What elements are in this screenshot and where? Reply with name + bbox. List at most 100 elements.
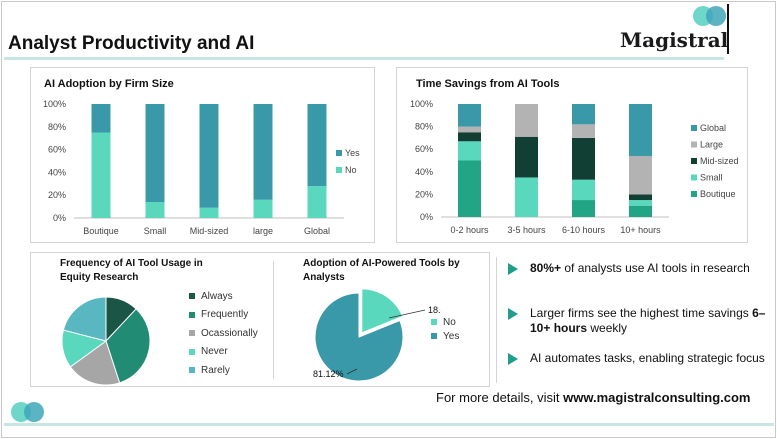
legend-label: Always [201,290,233,302]
bar-segment [629,104,652,156]
legend-label: No [443,316,456,328]
x-tick-label: Global [304,226,330,236]
x-tick-label: 0-2 hours [450,225,489,235]
bar-segment [307,186,327,218]
legend-swatch [691,174,697,181]
footer-link[interactable]: www.magistralconsulting.com [563,390,751,405]
insights-divider [496,257,497,383]
insight-2: Larger firms see the highest time saving… [508,306,770,336]
adoption-bar-chart: 0% 20% 40% 60% 80% 100% Boutique Small Mid-sized… [43,99,360,236]
bar-segment [515,136,538,178]
legend-label: Global [700,123,726,133]
bar-segment [199,207,219,218]
y-tick-label: 100% [410,99,433,109]
footer-prefix: For more details, visit [436,390,564,405]
legend-item: Always [189,287,258,306]
legend-item: No [431,315,459,329]
legend-swatch [431,333,437,339]
insight-1: 80%+ of analysts use AI tools in researc… [508,261,770,276]
bar-segment [515,104,538,137]
y-tick-label: 80% [415,122,433,132]
page-title: Analyst Productivity and AI [8,33,255,54]
data-label: 18.88% [428,305,441,315]
time-savings-panel: Time Savings from AI Tools 0% 20% 40% 60% 80… [396,67,748,243]
insight-1-text: of analysts use AI tools in research [561,261,750,275]
legend-swatch [189,330,195,337]
bar-segment [458,126,481,133]
y-tick-label: 0% [53,213,66,223]
arrow-icon [508,308,518,320]
bar-segment [145,104,165,203]
y-tick-label: 60% [415,144,433,154]
bar-segment [572,200,595,217]
bar-segment [629,200,652,206]
legend-swatch [336,167,342,173]
y-tick-label: 40% [415,167,433,177]
legend-label: Small [700,173,723,183]
insight-2-bold: 6–10+ hours [530,306,766,335]
time-savings-bar-chart: 0% 20% 40% 60% 80% 100% 0-2 hours 3-5 hours 6-10… [410,99,739,235]
bar-segment [458,104,481,127]
bar-segment [629,194,652,201]
chart-title: Frequency of AI Tool Usage in Equity Res… [60,258,203,283]
adoption-pie-chart: 18.88% 81.12% [313,288,441,382]
legend-item: Ocassionally [189,324,258,343]
legend-swatch [189,293,195,300]
bar-segment [458,141,481,161]
bar-segment [199,104,219,208]
x-tick-label: large [253,226,273,236]
legend-swatch [691,141,697,148]
legend-swatch [691,191,697,197]
frequency-legend: Always Frequently Ocassionally Never Rarely [189,287,258,380]
legend-swatch [336,150,342,156]
y-tick-label: 80% [48,122,66,132]
y-tick-label: 20% [415,189,433,199]
legend-swatch [691,125,697,131]
y-tick-label: 100% [43,99,66,109]
usage-panel: Frequency of AI Tool Usage in Equity Res… [30,252,490,387]
bar-segment [572,179,595,201]
logo-text: Magistral [620,28,729,52]
chart-title: Adoption of AI-Powered Tools by Analysts [303,258,460,283]
leader-line [388,309,426,319]
bar-segment [572,124,595,138]
bar-segment [572,137,595,180]
legend-item: Frequently [189,306,258,325]
x-tick-label: Boutique [83,226,119,236]
legend-item: Yes [431,329,459,343]
x-tick-label: Small [144,226,167,236]
x-tick-label: 6-10 hours [562,225,606,235]
bar-segment [458,160,481,217]
bar-segment [458,132,481,142]
y-tick-label: 0% [420,212,433,222]
y-tick-label: 20% [48,190,66,200]
legend-swatch [189,367,195,374]
insight-2-text: Larger firms see the highest time saving… [530,306,753,320]
y-tick-label: 40% [48,167,66,177]
insight-3-text: AI automates tasks, enabling strategic f… [530,351,765,365]
legend-label: Yes [443,330,460,342]
logo-bar [727,4,729,54]
legend-swatch [189,311,195,318]
footer-text: For more details, visit www.magistralcon… [436,390,750,405]
leader-line [346,368,358,375]
x-tick-label: 3-5 hours [507,225,546,235]
legend-label: Yes [345,148,360,158]
bar-segment [629,205,652,217]
insight-2-after: weekly [587,321,628,335]
legend-swatch [691,158,697,164]
bar-segment [515,177,538,217]
bar-segment [145,202,165,218]
insight-3: AI automates tasks, enabling strategic f… [508,351,770,366]
data-label: 81.12% [313,369,344,379]
pie-slice [69,340,121,386]
y-tick-label: 60% [48,145,66,155]
adoption-legend: No Yes [431,315,459,343]
pie-slice [62,296,107,342]
arrow-icon [508,353,518,365]
magistral-logo: Magistral [615,2,735,54]
bar-segment [253,104,273,200]
title-underline [4,57,724,60]
bar-segment [629,155,652,195]
